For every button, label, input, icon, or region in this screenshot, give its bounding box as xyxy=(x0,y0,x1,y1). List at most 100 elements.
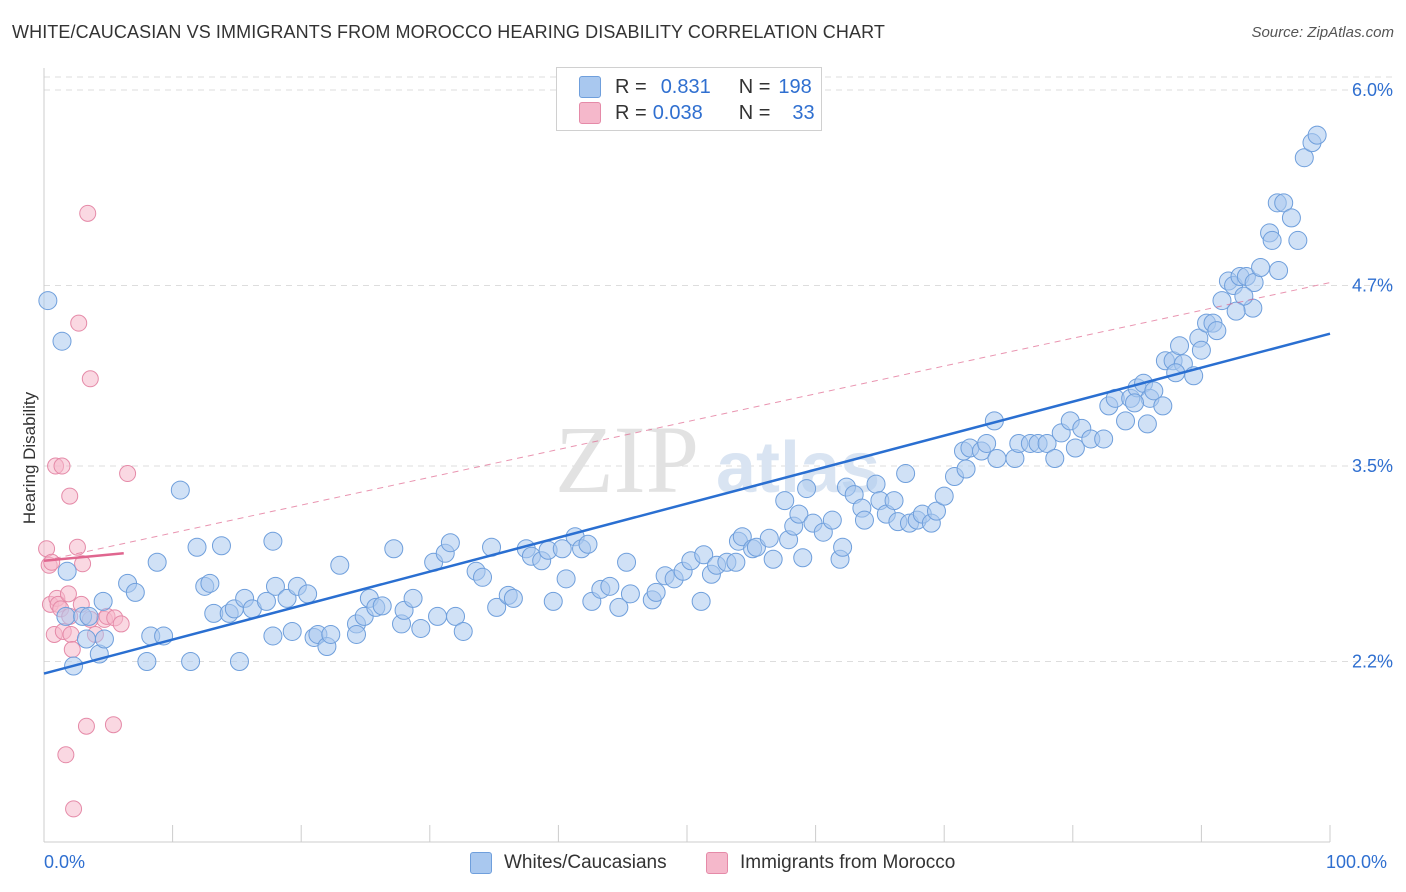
data-point-white xyxy=(503,588,523,608)
data-point-white xyxy=(987,449,1007,468)
data-point-white xyxy=(487,597,507,617)
data-point-white xyxy=(1125,393,1145,413)
data-point-morocco xyxy=(79,204,97,222)
y-axis-label: Hearing Disability xyxy=(20,391,39,525)
data-point-white xyxy=(1307,125,1327,145)
n-label: N = xyxy=(738,75,771,98)
trend-line-morocco xyxy=(43,552,124,563)
data-point-white xyxy=(1037,433,1057,453)
data-point-white xyxy=(646,582,666,602)
data-point-white xyxy=(170,480,190,500)
data-point-white xyxy=(453,621,473,641)
data-point-morocco xyxy=(43,553,61,571)
data-point-white xyxy=(833,537,853,557)
data-point-white xyxy=(57,561,77,581)
legend-swatch-morocco xyxy=(579,102,601,124)
data-point-white xyxy=(137,652,157,672)
data-point-white xyxy=(1274,193,1294,213)
n-label: N = xyxy=(738,101,771,124)
r-label: R = xyxy=(615,75,647,98)
n-value: 198 xyxy=(778,75,812,98)
data-point-morocco xyxy=(81,370,99,388)
data-point-white xyxy=(181,652,201,672)
data-point-white xyxy=(775,491,795,511)
x-tick-max: 100.0% xyxy=(1326,852,1388,872)
data-point-white xyxy=(52,331,72,351)
data-point-white xyxy=(298,584,318,604)
series-legend: Whites/Caucasians Immigrants from Morocc… xyxy=(0,850,1406,880)
legend-item-white: Whites/Caucasians xyxy=(470,852,667,874)
legend-swatch-white xyxy=(470,852,492,874)
data-point-white xyxy=(1269,261,1289,281)
data-point-white xyxy=(56,606,76,626)
data-point-white xyxy=(797,479,817,499)
data-point-white xyxy=(411,618,431,638)
watermark: ZIP atlas xyxy=(555,406,880,513)
data-point-morocco xyxy=(57,746,75,764)
data-point-morocco xyxy=(119,465,137,483)
r-value: 0.038 xyxy=(652,101,703,124)
data-point-white xyxy=(763,549,783,569)
y-tick-labels: 2.2% 3.5% 4.7% 6.0% xyxy=(1352,80,1393,671)
r-label: R = xyxy=(615,101,647,124)
data-point-white xyxy=(866,474,886,494)
data-point-white xyxy=(609,597,629,617)
source-label: Source: ZipAtlas.com xyxy=(1251,24,1394,41)
data-point-white xyxy=(125,582,145,602)
data-point-white xyxy=(384,539,404,559)
data-point-white xyxy=(822,510,842,530)
data-point-morocco xyxy=(65,800,83,818)
data-point-white xyxy=(1045,449,1065,468)
r-value: 0.831 xyxy=(660,75,711,98)
data-point-white xyxy=(543,591,563,611)
data-point-white xyxy=(473,567,493,587)
data-point-white xyxy=(884,491,904,511)
data-point-white xyxy=(793,548,813,568)
data-point-white xyxy=(926,501,946,521)
data-point-white xyxy=(789,504,809,524)
data-point-white xyxy=(79,606,99,626)
data-point-white xyxy=(282,621,302,641)
data-point-white xyxy=(372,596,392,616)
data-point-white xyxy=(428,606,448,626)
trend-line-white xyxy=(43,332,1331,675)
data-point-white xyxy=(600,576,620,596)
y-tick-label: 3.5% xyxy=(1352,456,1393,476)
data-point-white xyxy=(896,464,916,484)
data-point-white xyxy=(403,588,423,608)
data-point-white xyxy=(556,569,576,589)
data-point-white xyxy=(263,531,283,551)
series-white-points xyxy=(38,125,1327,676)
data-point-white xyxy=(1065,438,1085,458)
data-point-white xyxy=(440,533,460,553)
watermark-zip: ZIP xyxy=(555,406,699,513)
axes xyxy=(43,68,1331,843)
data-point-morocco xyxy=(59,585,77,603)
data-point-morocco xyxy=(77,717,95,735)
data-point-white xyxy=(94,629,114,649)
data-point-white xyxy=(1191,340,1211,360)
data-point-white xyxy=(578,534,598,554)
data-point-morocco xyxy=(61,487,79,505)
data-point-white xyxy=(93,591,113,611)
data-point-white xyxy=(446,606,466,626)
chart-title: WHITE/CAUCASIAN VS IMMIGRANTS FROM MOROC… xyxy=(12,22,885,42)
data-point-morocco xyxy=(70,314,88,332)
data-point-white xyxy=(229,652,249,672)
data-point-white xyxy=(694,545,714,565)
legend-row-white: R = 0.831 N = 198 xyxy=(579,74,812,100)
data-point-morocco xyxy=(68,538,86,556)
data-point-white xyxy=(1212,291,1232,311)
data-point-white xyxy=(746,537,766,557)
data-point-white xyxy=(211,536,231,556)
n-value: 33 xyxy=(792,101,815,124)
data-point-white xyxy=(1144,381,1164,401)
data-point-morocco xyxy=(74,555,92,573)
data-point-white xyxy=(187,537,207,557)
data-point-white xyxy=(1137,414,1157,434)
data-point-white xyxy=(691,591,711,611)
trend-lines xyxy=(43,282,1331,675)
data-point-white xyxy=(321,624,341,644)
data-point-white xyxy=(38,291,58,311)
legend-row-morocco: R = 0.038 N = 33 xyxy=(579,100,815,126)
